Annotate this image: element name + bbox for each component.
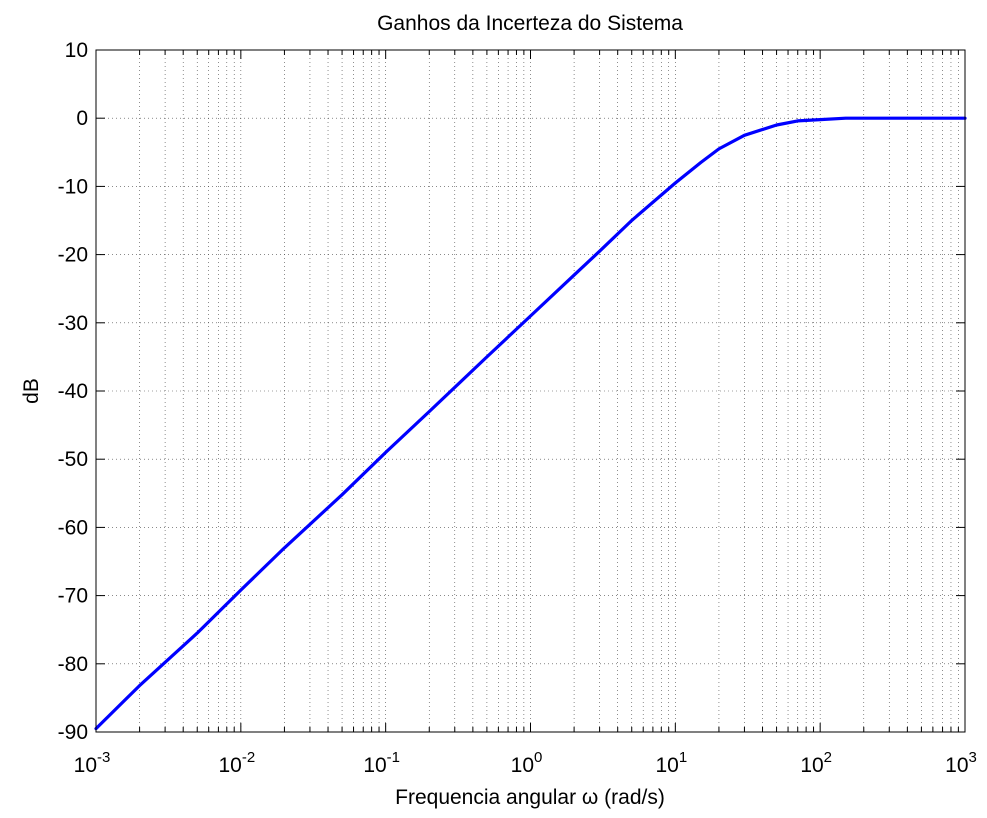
plot-area-frame <box>95 49 966 733</box>
x-tick-label-base: 10 <box>218 754 241 777</box>
y-tick-label: -60 <box>58 516 88 539</box>
x-tick-label-exponent: -3 <box>97 749 110 766</box>
x-tick-label-exponent: -1 <box>387 749 400 766</box>
y-axis-label: dB <box>20 378 43 404</box>
y-tick-label: -70 <box>58 585 88 608</box>
x-tick-label: 103 <box>945 749 977 777</box>
y-tick-label: -10 <box>58 175 88 198</box>
x-tick-label: 10-2 <box>218 749 255 777</box>
x-axis-label: Frequencia angular ω (rad/s) <box>395 786 665 809</box>
x-tick-label-exponent: 3 <box>969 749 977 766</box>
y-tick-label: -80 <box>58 653 88 676</box>
y-tick-label: -50 <box>58 448 88 471</box>
y-tick-label: -90 <box>58 721 88 744</box>
series-line <box>94 116 967 731</box>
y-tick-label: 10 <box>65 39 88 62</box>
x-tick-label-base: 10 <box>363 754 386 777</box>
y-tick-label: 0 <box>76 107 88 130</box>
x-tick-label-exponent: 2 <box>824 749 832 766</box>
x-tick-label: 100 <box>511 749 543 777</box>
x-tick-label-exponent: -2 <box>242 749 255 766</box>
x-tick-label: 10-3 <box>74 749 111 777</box>
series-layer <box>94 116 967 731</box>
y-tick-label: -20 <box>58 244 88 267</box>
x-tick-label: 101 <box>655 749 687 777</box>
chart-title: Ganhos da Incerteza do Sistema <box>377 12 683 35</box>
x-tick-label-base: 10 <box>800 754 823 777</box>
x-tick-label: 102 <box>800 749 832 777</box>
y-tick-label: -30 <box>58 312 88 335</box>
x-tick-label: 10-1 <box>363 749 400 777</box>
x-tick-labels: 10-3 10-2 10-1 100 101 102 103 <box>74 749 977 777</box>
y-tick-label: -40 <box>58 380 88 403</box>
x-tick-label-exponent: 1 <box>679 749 687 766</box>
grid <box>96 50 965 732</box>
x-tick-label-base: 10 <box>74 754 97 777</box>
x-tick-label-base: 10 <box>511 754 534 777</box>
tick-marks <box>95 49 966 733</box>
x-tick-label-base: 10 <box>945 754 968 777</box>
y-tick-labels: 10 0 -10 -20 -30 -40 -50 -60 -70 -80 -90 <box>58 39 88 744</box>
x-tick-label-base: 10 <box>655 754 678 777</box>
x-tick-label-exponent: 0 <box>534 749 542 766</box>
